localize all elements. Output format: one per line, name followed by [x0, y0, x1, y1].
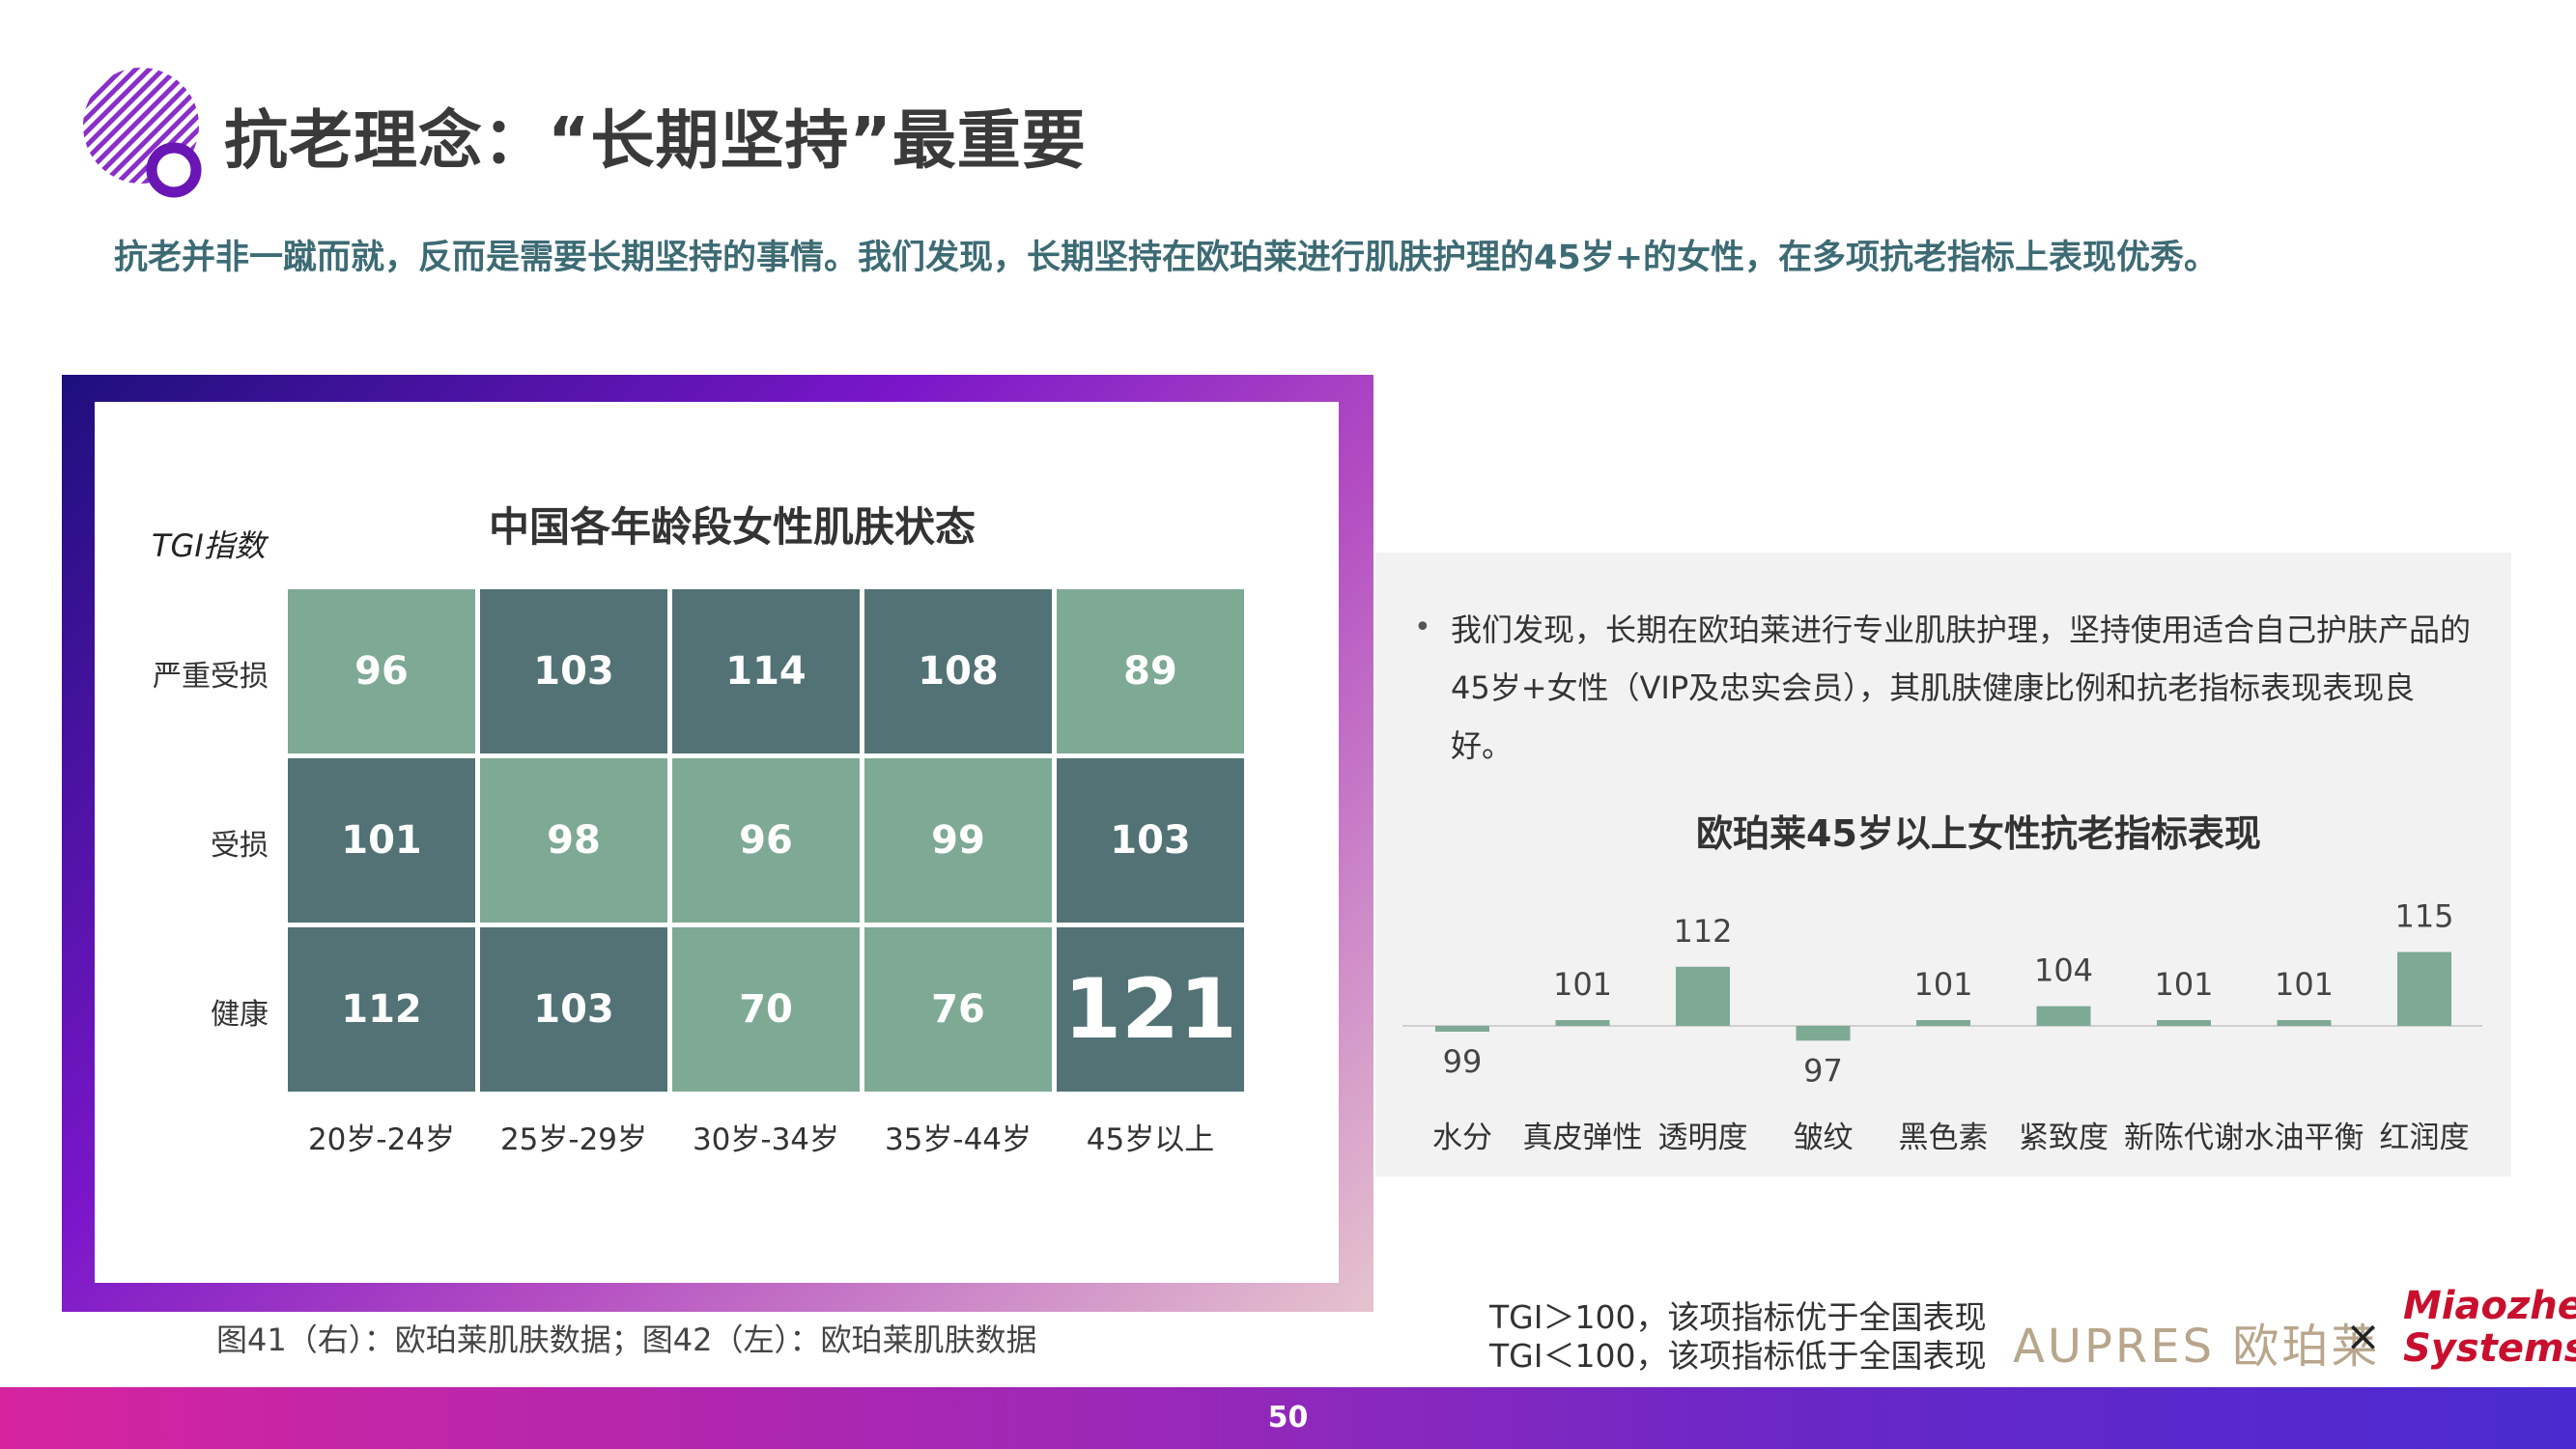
bar: [2277, 1020, 2332, 1026]
bar-value-label: 101: [2275, 966, 2334, 1003]
bar: [2157, 1020, 2211, 1026]
bar-category-label: 黑色素: [1899, 1121, 1989, 1155]
miaozhen-logo-line2: Systems: [2403, 1326, 2576, 1371]
heatmap-title: 中国各年龄段女性肌肤状态: [489, 503, 977, 551]
insight-bullet-text: 我们发现，长期在欧珀莱进行专业肌肤护理，坚持使用适合自己护肤产品的45岁+女性（…: [1451, 611, 2472, 764]
tgi-note-below: TGI＜100，该项指标低于全国表现: [1489, 1337, 1987, 1375]
heatmap-row-label: 健康: [211, 998, 269, 1032]
bar-category-label: 真皮弹性: [1523, 1121, 1643, 1155]
times-icon: ×: [2345, 1312, 2381, 1361]
bar: [2397, 952, 2451, 1026]
heatmap-cell: 89: [1057, 589, 1244, 753]
bar-value-label: 104: [2034, 952, 2093, 989]
page-number: 50: [1267, 1401, 1309, 1435]
heatmap-cell: 103: [1057, 758, 1244, 923]
tgi-notes: TGI＞100，该项指标优于全国表现 TGI＜100，该项指标低于全国表现: [1489, 1298, 1986, 1376]
heatmap-cell: 70: [672, 927, 860, 1092]
bar-category-label: 透明度: [1658, 1121, 1748, 1155]
heatmap-column-label: 35岁-44岁: [884, 1122, 1033, 1157]
heatmap-y-label: TGI指数: [152, 527, 266, 564]
heatmap-cell: 96: [288, 589, 475, 753]
heatmap-cell: 108: [864, 589, 1052, 753]
heatmap-row-label: 严重受损: [153, 660, 269, 694]
bar-category-label: 紧致度: [2019, 1121, 2109, 1155]
bar: [1435, 1026, 1489, 1032]
insight-panel: [1375, 553, 2511, 1177]
heatmap-cell: 96: [672, 758, 860, 923]
footer-bar: [0, 1387, 2576, 1449]
bar-value-label: 101: [1913, 966, 1972, 1003]
heatmap-cell: 114: [672, 589, 860, 753]
bar-chart: 99 水分 101 真皮弹性 112 透明度 97 皱纹 101 黑色素 104 紧致度 101 新陈代谢…: [1402, 898, 2482, 1155]
heatmap-cell: 103: [480, 589, 667, 753]
heatmap-cell: 121: [1057, 927, 1244, 1092]
heatmap-column-label: 45岁以上: [1086, 1122, 1215, 1157]
bar: [2036, 1006, 2091, 1026]
page-subtitle: 抗老并非一蹴而就，反而是需要长期坚持的事情。我们发现，长期坚持在欧珀莱进行肌肤护…: [114, 239, 2219, 277]
page-title: 抗老理念：“长期坚持”最重要: [224, 103, 1087, 178]
figure-caption: 图41（右）：欧珀莱肌肤数据；图42（左）：欧珀莱肌肤数据: [216, 1321, 1037, 1358]
heatmap-column-label: 30岁-34岁: [692, 1122, 840, 1157]
heatmap-cell: 98: [480, 758, 667, 923]
heatmap-cell: 112: [288, 927, 475, 1092]
bar: [1676, 966, 1730, 1026]
bar: [1916, 1020, 1970, 1026]
heatmap-column-label: 25岁-29岁: [499, 1122, 648, 1157]
bar: [1555, 1020, 1610, 1026]
bar-value-label: 99: [1443, 1043, 1483, 1080]
bar-chart-title: 欧珀莱45岁以上女性抗老指标表现: [1696, 812, 2261, 855]
bar-category-label: 水油平衡: [2245, 1121, 2364, 1155]
tgi-note-above: TGI＞100，该项指标优于全国表现: [1489, 1298, 1987, 1336]
bar: [1796, 1026, 1851, 1041]
bar-value-label: 97: [1803, 1052, 1843, 1089]
bar-category-label: 皱纹: [1794, 1121, 1854, 1155]
heatmap-row-label: 受损: [211, 829, 269, 863]
heatmap-cell: 103: [480, 927, 667, 1092]
bar-value-label: 101: [2154, 966, 2213, 1003]
bar-category-label: 红润度: [2380, 1121, 2470, 1155]
aupres-logo: AUPRES 欧珀莱: [2013, 1320, 2381, 1374]
heatmap-cell: 101: [288, 758, 475, 923]
miaozhen-logo: Miaozhen Systems: [2403, 1285, 2576, 1370]
bullet-icon: •: [1414, 611, 1431, 644]
bar-category-label: 新陈代谢: [2124, 1121, 2244, 1155]
heatmap-column-label: 20岁-24岁: [307, 1122, 456, 1157]
heatmap-cell: 76: [864, 927, 1052, 1092]
bar-category-label: 水分: [1432, 1121, 1492, 1155]
bar-value-label: 115: [2394, 898, 2453, 935]
heatmap-cell: 99: [864, 758, 1052, 923]
decorative-logo-mark: [83, 68, 202, 198]
bar-value-label: 101: [1553, 966, 1612, 1003]
miaozhen-logo-line1: Miaozhen: [2403, 1284, 2576, 1328]
bar-value-label: 112: [1673, 913, 1732, 950]
